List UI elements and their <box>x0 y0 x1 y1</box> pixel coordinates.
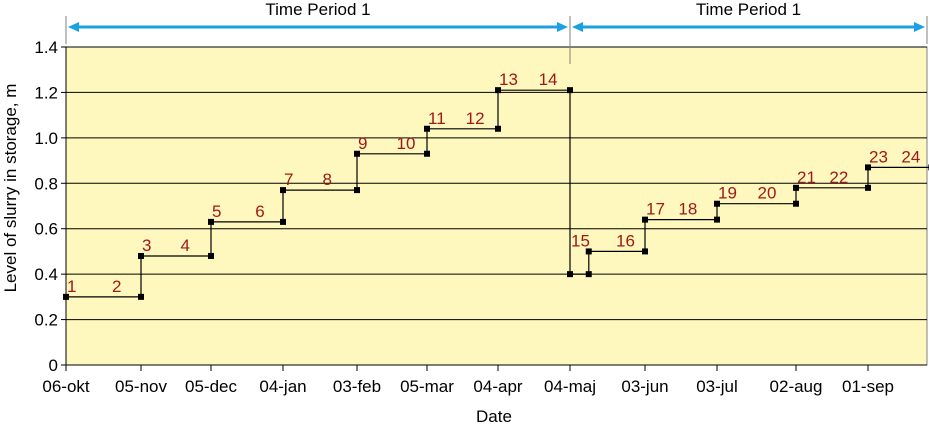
step-label: 20 <box>758 184 777 203</box>
data-point-marker <box>793 200 799 207</box>
x-tick-label: 05-nov <box>115 377 167 396</box>
y-tick-label: 1.2 <box>34 83 58 102</box>
data-point-marker <box>714 200 720 207</box>
step-label: 3 <box>142 236 151 255</box>
step-label: 24 <box>901 147 920 166</box>
data-point-marker <box>424 125 430 132</box>
x-axis-tick-labels: 06-okt 05-nov 05-dec 04-jan 03-feb 05-mar 04-a… <box>42 377 894 396</box>
period-label: Time Period 1 <box>696 0 801 19</box>
data-point-marker <box>138 252 144 259</box>
data-point-marker <box>63 293 69 300</box>
y-tick-label: 0.2 <box>34 311 58 330</box>
y-tick-label: 1.0 <box>34 129 58 148</box>
step-label: 2 <box>112 277 121 296</box>
data-point-marker <box>865 164 871 171</box>
y-tick-label: 0.4 <box>34 265 58 284</box>
time-period-annotations: Time Period 1 Time Period 1 <box>65 0 928 64</box>
x-tick-label: 01-sep <box>842 377 894 396</box>
step-label: 4 <box>181 236 190 255</box>
plot-area <box>65 46 928 366</box>
y-axis-tick-labels: 0 0.2 0.4 0.6 0.8 1.0 1.2 1.4 <box>34 38 66 375</box>
period-arrow-head <box>557 22 568 32</box>
step-label: 19 <box>718 184 737 203</box>
x-tick-label: 05-dec <box>185 377 237 396</box>
period-arrow-head <box>572 22 583 32</box>
x-tick-label: 02-aug <box>770 377 823 396</box>
data-point-marker <box>354 187 360 194</box>
step-label: 6 <box>255 202 264 221</box>
step-label: 10 <box>397 134 416 153</box>
step-label: 22 <box>829 168 848 187</box>
data-point-marker <box>424 150 430 157</box>
step-label: 23 <box>869 147 888 166</box>
period-label: Time Period 1 <box>265 0 370 19</box>
data-point-marker <box>714 216 720 223</box>
data-point-marker <box>138 293 144 300</box>
x-axis-ticks <box>65 365 869 371</box>
step-label: 15 <box>571 231 590 250</box>
step-label: 12 <box>466 109 485 128</box>
x-tick-label: 03-jul <box>696 377 738 396</box>
data-point-marker <box>642 248 648 255</box>
step-label: 9 <box>358 134 367 153</box>
data-point-marker <box>642 216 648 223</box>
step-label: 1 <box>67 277 76 296</box>
y-tick-label: 1.4 <box>34 38 58 57</box>
series-line <box>66 89 929 298</box>
data-point-marker <box>495 87 501 94</box>
data-point-marker <box>567 87 573 94</box>
step-label: 13 <box>499 70 518 89</box>
x-tick-label: 04-apr <box>473 377 522 396</box>
slurry-level-series <box>63 87 929 300</box>
data-point-marker <box>208 218 214 225</box>
step-label: 8 <box>322 170 331 189</box>
period-arrow-head <box>914 22 925 32</box>
step-label: 16 <box>616 231 635 250</box>
step-label: 21 <box>797 168 816 187</box>
data-point-marker <box>793 184 799 191</box>
y-tick-label: 0.8 <box>34 174 58 193</box>
data-point-marker <box>567 271 573 278</box>
x-tick-label: 03-jun <box>621 377 668 396</box>
data-point-marker <box>585 271 592 278</box>
x-tick-label: 04-maj <box>544 377 596 396</box>
x-tick-label: 03-feb <box>333 377 381 396</box>
x-tick-label: 05-mar <box>400 377 454 396</box>
step-label: 14 <box>539 70 558 89</box>
data-point-marker <box>280 218 286 225</box>
x-tick-label: 06-okt <box>42 377 90 396</box>
y-tick-label: 0 <box>49 356 58 375</box>
x-tick-label: 04-jan <box>259 377 306 396</box>
y-tick-label: 0.6 <box>34 220 58 239</box>
data-point-marker <box>585 248 592 255</box>
step-label: 7 <box>284 170 293 189</box>
step-label: 11 <box>428 109 446 128</box>
step-label: 17 <box>646 200 665 219</box>
step-label: 5 <box>212 202 221 221</box>
data-point-marker <box>280 187 286 194</box>
data-point-marker <box>354 150 360 157</box>
data-point-marker <box>495 125 501 132</box>
y-axis-title: Level of slurry in storage, m <box>1 84 20 293</box>
data-point-marker <box>865 184 871 191</box>
step-label: 18 <box>678 200 697 219</box>
x-axis-title: Date <box>476 407 512 425</box>
data-point-marker <box>208 252 214 259</box>
period-arrow-head <box>68 22 79 32</box>
